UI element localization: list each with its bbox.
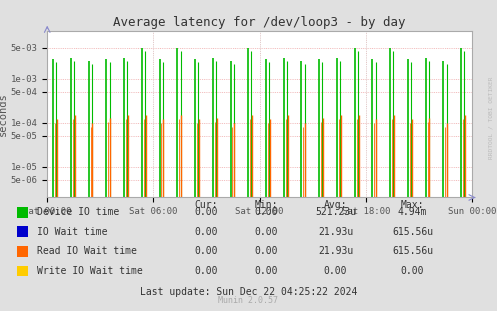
Text: Cur:: Cur: [194, 200, 218, 210]
Text: 0.00: 0.00 [194, 266, 218, 276]
Text: 0.00: 0.00 [254, 246, 278, 256]
Text: 21.93u: 21.93u [318, 246, 353, 256]
Text: 0.00: 0.00 [194, 246, 218, 256]
Y-axis label: seconds: seconds [0, 92, 8, 136]
Title: Average latency for /dev/loop3 - by day: Average latency for /dev/loop3 - by day [113, 16, 406, 29]
Text: Device IO time: Device IO time [37, 207, 119, 217]
Text: 615.56u: 615.56u [392, 227, 433, 237]
Text: 521.23u: 521.23u [315, 207, 356, 217]
Text: Avg:: Avg: [324, 200, 347, 210]
Text: Max:: Max: [401, 200, 424, 210]
Text: Write IO Wait time: Write IO Wait time [37, 266, 143, 276]
Text: 0.00: 0.00 [324, 266, 347, 276]
Text: Read IO Wait time: Read IO Wait time [37, 246, 137, 256]
Text: 0.00: 0.00 [254, 227, 278, 237]
Text: 0.00: 0.00 [254, 207, 278, 217]
Text: IO Wait time: IO Wait time [37, 227, 108, 237]
Text: 615.56u: 615.56u [392, 246, 433, 256]
Text: 4.94m: 4.94m [398, 207, 427, 217]
Text: Last update: Sun Dec 22 04:25:22 2024: Last update: Sun Dec 22 04:25:22 2024 [140, 287, 357, 297]
Text: Munin 2.0.57: Munin 2.0.57 [219, 296, 278, 305]
Text: 0.00: 0.00 [254, 266, 278, 276]
Text: 0.00: 0.00 [194, 207, 218, 217]
Text: 21.93u: 21.93u [318, 227, 353, 237]
Text: RRDTOOL / TOBI OETIKER: RRDTOOL / TOBI OETIKER [489, 77, 494, 160]
Text: 0.00: 0.00 [401, 266, 424, 276]
Text: 0.00: 0.00 [194, 227, 218, 237]
Text: Min:: Min: [254, 200, 278, 210]
